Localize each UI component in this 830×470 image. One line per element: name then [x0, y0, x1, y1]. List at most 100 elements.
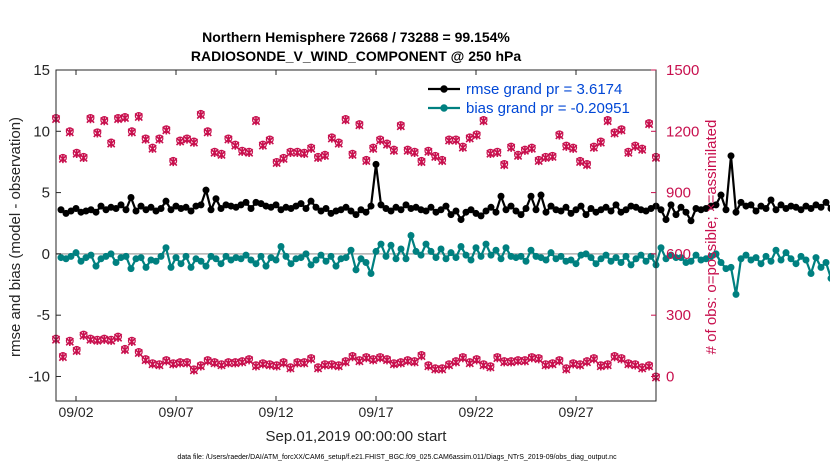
rmse-point	[772, 206, 780, 214]
rmse-point	[297, 200, 305, 208]
obs-assimilated-point	[334, 362, 343, 371]
obs-assimilated-point	[575, 361, 585, 370]
bias-point	[472, 244, 480, 252]
rmse-point	[457, 216, 465, 224]
obs-assimilated-point	[479, 361, 488, 370]
bias-point	[567, 256, 575, 264]
bias-point	[602, 251, 610, 259]
obs-assimilated-point	[610, 129, 619, 138]
rmse-point	[797, 206, 805, 214]
obs-assimilated-point	[107, 336, 116, 345]
bias-point	[87, 251, 95, 259]
rmse-series	[57, 152, 830, 225]
obs-assimilated-point	[313, 153, 323, 163]
obs-assimilated-point	[355, 356, 364, 366]
y-right-tick-label: 900	[666, 185, 691, 202]
bias-point	[257, 252, 265, 260]
bias-point	[297, 254, 305, 262]
rmse-point	[482, 207, 490, 215]
obs-assimilated-point	[244, 148, 254, 157]
bias-point	[432, 254, 440, 262]
bias-point	[157, 252, 165, 260]
bias-point	[362, 258, 370, 266]
rmse-point	[467, 206, 475, 214]
obs-assimilated-point	[175, 359, 185, 368]
obs-assimilated-point	[438, 365, 447, 374]
y-axis-left: 15 10 5 0 -5 -10	[28, 62, 61, 385]
obs-assimilated-point	[238, 357, 247, 367]
rmse-point	[422, 207, 430, 215]
obs-assimilated-point	[265, 136, 274, 145]
bias-point	[732, 290, 740, 298]
obs-assimilated-point	[444, 136, 454, 145]
obs-assimilated-point	[251, 116, 261, 126]
rmse-point	[387, 207, 395, 215]
rmse-point	[212, 195, 220, 203]
x-tick-label: 09/22	[458, 404, 493, 420]
bias-point	[77, 257, 85, 265]
rmse-point	[577, 202, 585, 210]
obs-assimilated-point	[258, 141, 268, 150]
x-tick-label: 09/12	[258, 404, 293, 420]
obs-assimilated-point	[562, 142, 571, 151]
obs-assimilated-point	[417, 351, 426, 361]
bias-point	[662, 255, 670, 263]
bias-point	[492, 246, 500, 254]
obs-assimilated-point	[189, 366, 199, 375]
obs-assimilated-point	[327, 361, 337, 370]
obs-assimilated-point	[396, 359, 405, 368]
obs-assimilated-point	[86, 114, 95, 124]
x-tick-label: 09/02	[58, 404, 93, 420]
obs-assimilated-point	[369, 144, 378, 153]
obs-assimilated-point	[582, 160, 592, 170]
obs-assimilated-point	[362, 353, 371, 363]
bias-point	[372, 247, 380, 255]
obs-assimilated-point	[231, 359, 240, 368]
rmse-point	[527, 192, 535, 200]
rmse-point	[722, 206, 730, 214]
footnote: data file: /Users/raeder/DAI/ATM_forcXX/…	[177, 454, 617, 461]
obs-assimilated-point	[596, 138, 605, 147]
rmse-point	[537, 191, 545, 199]
bias-point	[177, 260, 185, 268]
y-left-tick-label: -10	[28, 368, 50, 385]
obs-count-series	[51, 109, 661, 382]
bias-point	[657, 244, 665, 252]
bias-point	[677, 254, 685, 262]
obs-assimilated-point	[375, 353, 385, 363]
rmse-point	[302, 205, 310, 213]
rmse-point	[377, 201, 385, 209]
obs-assimilated-point	[100, 335, 109, 344]
bias-point	[527, 246, 535, 254]
rmse-point	[202, 186, 210, 194]
bias-point	[122, 252, 130, 260]
rmse-point	[137, 202, 145, 210]
bias-point	[497, 255, 505, 263]
obs-assimilated-point	[458, 143, 468, 152]
bias-point	[727, 263, 735, 271]
obs-assimilated-point	[486, 149, 495, 158]
bias-point	[642, 257, 650, 265]
bias-point	[807, 270, 815, 278]
rmse-point	[342, 203, 350, 211]
rmse-point	[477, 212, 485, 220]
obs-assimilated-point	[175, 137, 185, 146]
bias-point	[462, 251, 470, 259]
rmse-point	[562, 203, 570, 211]
obs-assimilated-point	[375, 136, 385, 145]
obs-assimilated-point	[265, 361, 274, 370]
legend-point	[440, 104, 448, 112]
rmse-point	[612, 201, 620, 209]
bias-point	[782, 249, 790, 257]
bias-point	[482, 240, 490, 248]
obs-assimilated-point	[141, 355, 150, 365]
rmse-point	[607, 207, 615, 215]
bias-point	[237, 255, 245, 263]
obs-assimilated-point	[520, 356, 530, 366]
bias-point	[302, 250, 310, 258]
bias-point	[787, 255, 795, 263]
rmse-point	[367, 202, 375, 210]
obs-assimilated-point	[486, 363, 495, 372]
bias-point	[812, 254, 820, 262]
